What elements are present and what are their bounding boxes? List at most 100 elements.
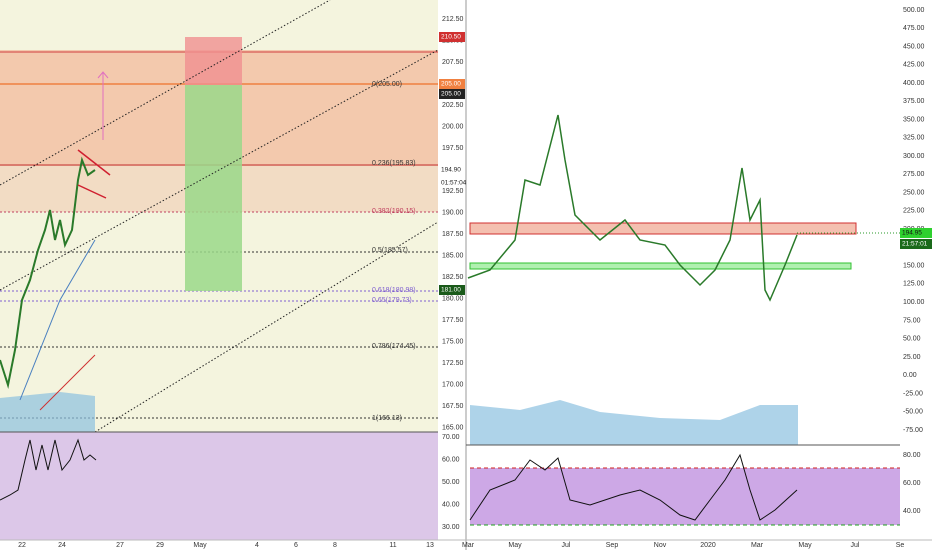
y-tick-label: 275.00 [903, 171, 925, 178]
y-tick-label: 100.00 [903, 299, 925, 306]
x-tick-label: Nov [654, 542, 667, 549]
y-tick-label: 500.00 [903, 7, 925, 14]
y-tick-label: 25.00 [903, 354, 921, 361]
y-tick-label: -50.00 [903, 409, 923, 416]
price-tag-label: 194.95 [902, 230, 922, 237]
y-tick-label: 192.50 [442, 188, 464, 195]
fib-label: 0.786(174.45) [372, 343, 416, 350]
x-tick-label: May [508, 542, 522, 549]
rsi-tick-label: 60.00 [442, 456, 460, 463]
y-tick-label: 202.50 [442, 102, 464, 109]
y-tick-label: 180.00 [442, 295, 464, 302]
price-tag [439, 89, 465, 99]
x-tick-label: 24 [58, 542, 66, 549]
y-tick-label: 185.00 [442, 252, 464, 259]
price-tag [439, 32, 465, 42]
flag-line [77, 184, 107, 199]
fib-label: 0.5(185.57) [372, 247, 408, 254]
price [467, 114, 798, 302]
y-tick-label: 177.50 [442, 317, 464, 324]
price [0, 156, 96, 389]
y-tick-label: 200.00 [442, 123, 464, 130]
projection-arrow [97, 71, 109, 79]
x-tick-label: 4 [255, 542, 259, 549]
y-tick-label: -75.00 [903, 427, 923, 434]
rsi-tick-label: 30.00 [442, 524, 460, 531]
price-tag [439, 79, 465, 89]
y-tick-label: 300.00 [903, 153, 925, 160]
y-tick-label: 325.00 [903, 135, 925, 142]
y-tick-label: 150.00 [903, 262, 925, 269]
support-zone [469, 262, 852, 270]
x-tick-label: 13 [426, 542, 434, 549]
y-tick-label: 187.50 [442, 231, 464, 238]
x-tick-label: 29 [156, 542, 164, 549]
channel-line [0, 0, 331, 186]
rsi-tick-label: 70.00 [442, 434, 460, 441]
fib-label: 0.382(190.15) [372, 208, 416, 215]
fib-label: 0(205.00) [372, 81, 402, 88]
fib-label: 1(166.13) [372, 415, 402, 422]
x-tick-label: 27 [116, 542, 124, 549]
rsi-tick-label: 40.00 [903, 508, 921, 515]
price-tag [900, 228, 932, 238]
x-tick-label: 11 [389, 542, 396, 549]
price-tag-label: 194.90 [441, 167, 461, 174]
y-tick-label: 0.00 [903, 372, 917, 379]
x-tick-label: 22 [18, 542, 26, 549]
fib-label: 0.236(195.83) [372, 160, 416, 167]
y-tick-label: 400.00 [903, 80, 925, 87]
y-tick-label: 350.00 [903, 116, 925, 123]
target-zone [185, 85, 242, 291]
price-tag-label: 181.00 [441, 287, 461, 294]
x-tick-label: Sep [606, 542, 619, 549]
x-tick-label: Mar [751, 542, 764, 549]
rsi-pane [0, 432, 438, 540]
x-tick-label: May [798, 542, 812, 549]
y-tick-label: 167.50 [442, 403, 464, 410]
rsi-tick-label: 50.00 [442, 479, 460, 486]
flag-line [77, 149, 111, 176]
price-tag-label: 210.50 [441, 34, 461, 41]
ma-line [39, 354, 96, 411]
y-tick-label: 75.00 [903, 317, 921, 324]
x-tick-label: 6 [294, 542, 298, 549]
x-tick-label: May [193, 542, 207, 549]
price-tag-label: 205.00 [441, 91, 461, 98]
y-tick-label: 165.00 [442, 424, 464, 431]
resistance-zone [469, 222, 857, 235]
y-tick-label: 197.50 [442, 145, 464, 152]
y-tick-label: 450.00 [903, 43, 925, 50]
x-tick-label: Jul [851, 542, 860, 549]
fib-label: 0.65(179.73) [372, 297, 412, 304]
price-tag-label: 21:57:01 [902, 241, 928, 248]
y-tick-label: 207.50 [442, 59, 464, 66]
fib-label: 0.618(180.98) [372, 287, 416, 294]
volume [470, 400, 798, 445]
rsi-tick-label: 80.00 [903, 452, 921, 459]
y-tick-label: 172.50 [442, 360, 464, 367]
rsi-line [469, 453, 798, 521]
y-tick-label: 475.00 [903, 25, 925, 32]
y-tick-label: -25.00 [903, 390, 923, 397]
rsi-pane [470, 468, 900, 525]
y-tick-label: 190.00 [442, 209, 464, 216]
y-tick-label: 182.50 [442, 274, 464, 281]
y-tick-label: 225.00 [903, 208, 925, 215]
ma-line [19, 239, 96, 401]
y-tick-label: 125.00 [903, 281, 925, 288]
x-tick-label: Mar [462, 542, 475, 549]
y-tick-label: 212.50 [442, 16, 464, 23]
price-tag [439, 285, 465, 295]
x-tick-label: Jul [562, 542, 571, 549]
y-tick-label: 50.00 [903, 336, 921, 343]
y-tick-label: 425.00 [903, 62, 925, 69]
stop-zone [185, 37, 242, 85]
price-tag [439, 178, 465, 188]
rsi-tick-label: 40.00 [442, 501, 460, 508]
price-tag [900, 239, 932, 249]
channel-line [0, 49, 439, 291]
price-tag-label: 205.00 [441, 81, 461, 88]
x-tick-label: Se [896, 542, 905, 549]
